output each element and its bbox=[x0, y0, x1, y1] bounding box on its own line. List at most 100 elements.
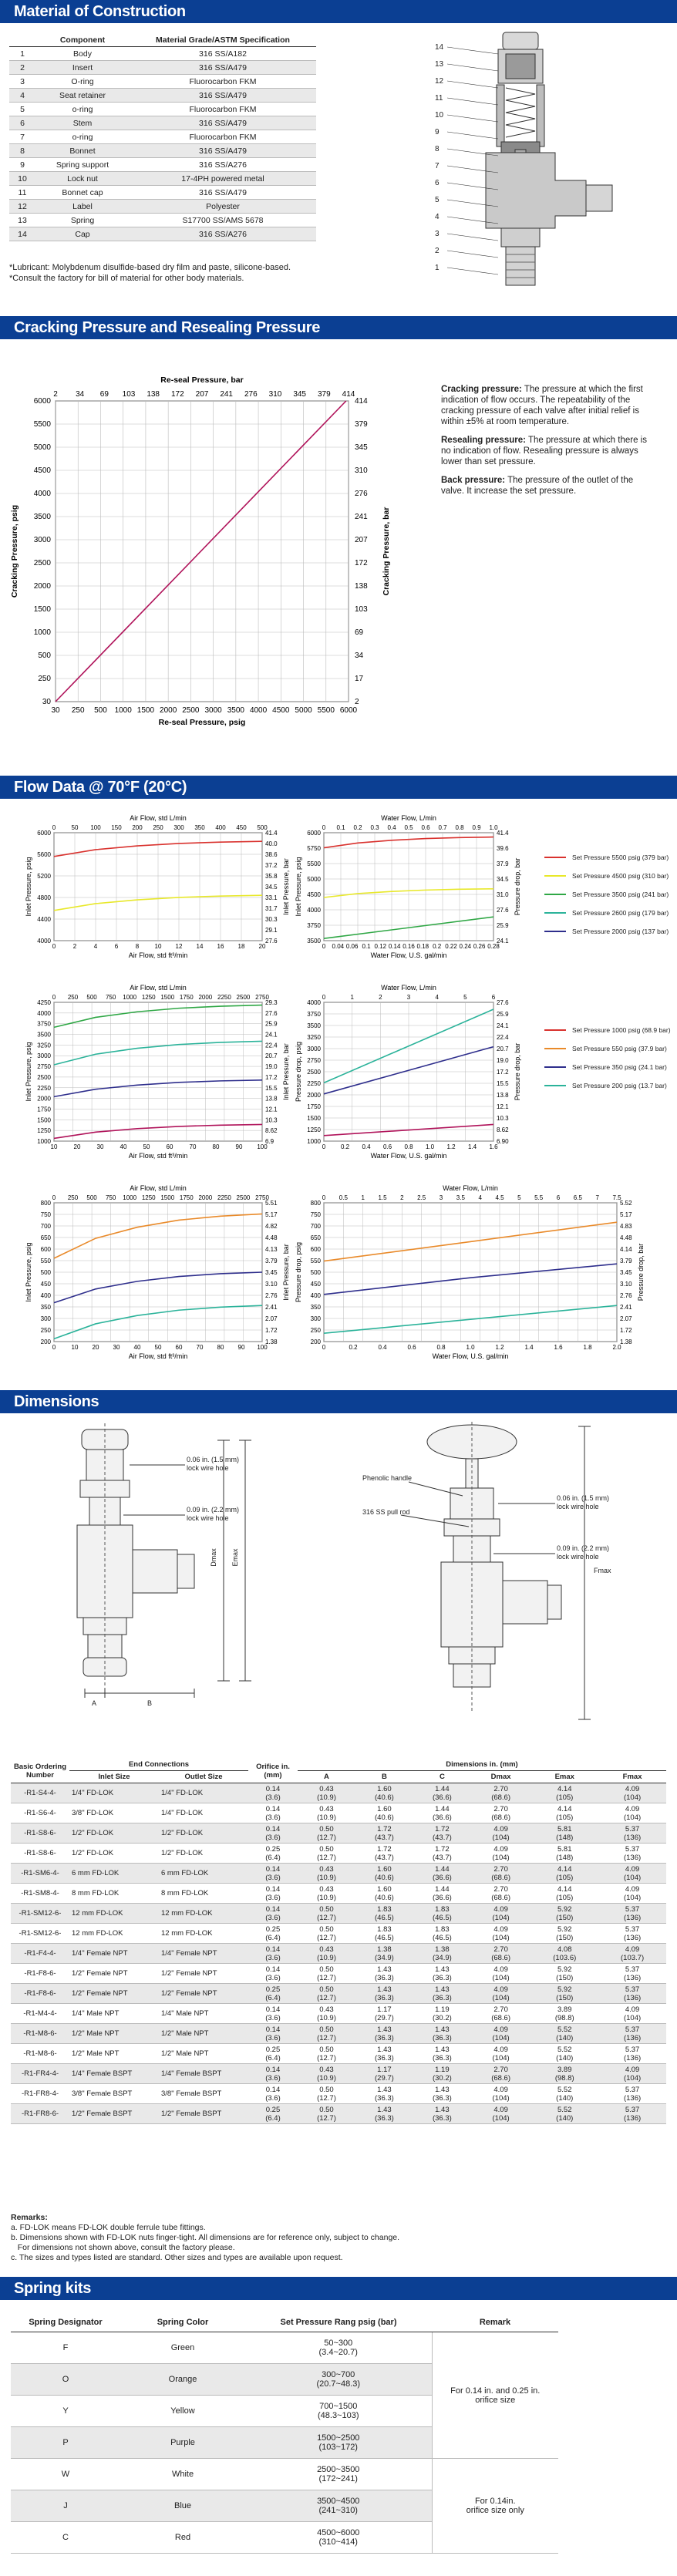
flow-y-tick: 1750 bbox=[307, 1103, 321, 1110]
flow-x-top-tick: 1000 bbox=[123, 1194, 136, 1201]
spring-header-remark: Remark bbox=[432, 2313, 558, 2332]
flow-chart-title: Air Flow, std L/min bbox=[130, 814, 187, 822]
dimension-cell: 2.70 (68.6) bbox=[470, 1863, 531, 1884]
dimension-cell: 2.70 (68.6) bbox=[470, 2003, 531, 2024]
material-row: 2 Insert 316 SS/A479 bbox=[9, 60, 316, 75]
dimension-cell: 4.09 (104) bbox=[598, 2003, 666, 2024]
dimension-cell: 1/2" Female NPT bbox=[69, 1983, 159, 2004]
remark-line: c. The sizes and types listed are standa… bbox=[11, 2253, 343, 2262]
crack-x2-tick: 276 bbox=[244, 390, 258, 399]
crack-y2-tick: 345 bbox=[355, 443, 368, 452]
crack-y2-tick: 69 bbox=[355, 628, 364, 637]
dimension-cell: 0.50 (12.7) bbox=[298, 1903, 355, 1924]
flow-x-top-tick: 250 bbox=[68, 994, 79, 1001]
crack-y-tick: 1500 bbox=[34, 605, 52, 614]
dimension-cell: 12 mm FD-LOK bbox=[159, 1923, 248, 1944]
dimension-cell: 4.09 (104) bbox=[470, 1823, 531, 1844]
material-cell-spec: 17-4PH powered metal bbox=[130, 171, 316, 186]
flow-y2-tick: 33.1 bbox=[265, 894, 278, 901]
flow-series-line bbox=[323, 1123, 494, 1136]
flow-y-tick: 650 bbox=[41, 1234, 52, 1241]
material-cell-comp: Label bbox=[35, 199, 130, 214]
callout-leader bbox=[446, 131, 499, 140]
flow-x-bottom-tick: 1.2 bbox=[495, 1344, 504, 1351]
legend-swatch bbox=[544, 1066, 566, 1068]
flow-x-top-tick: 300 bbox=[173, 824, 184, 831]
flow-x-top-tick: 2500 bbox=[237, 1194, 251, 1201]
legend-swatch bbox=[544, 1029, 566, 1031]
flow-x-top-tick: 4 bbox=[435, 994, 439, 1001]
material-row: 14 Cap 316 SS/A276 bbox=[9, 227, 316, 241]
callout-number: 4 bbox=[435, 213, 440, 221]
flow-x-top-tick: 3.5 bbox=[456, 1194, 466, 1201]
flow-y2-tick: 2.76 bbox=[620, 1292, 632, 1299]
dimension-row: -R1-FR8-6- 1/2" Female BSPT 1/2" Female BS… bbox=[11, 2103, 666, 2124]
flow-y2-tick: 2.07 bbox=[265, 1315, 278, 1322]
dimension-cell: 1.43 (36.3) bbox=[355, 2043, 413, 2064]
dimension-cell: 4.09 (104) bbox=[598, 1803, 666, 1823]
flow-chart-title: Water Flow, L/min bbox=[381, 814, 436, 822]
flow-y2-tick: 35.8 bbox=[265, 873, 278, 880]
dim-label-pullrod: 316 SS pull rod bbox=[362, 1508, 410, 1516]
crack-y-tick: 4000 bbox=[34, 490, 52, 498]
dimension-cell: 0.25 (6.4) bbox=[248, 1843, 298, 1864]
flow-y2-tick: 19.0 bbox=[497, 1057, 509, 1064]
crack-x2-tick: 172 bbox=[171, 390, 184, 399]
flow-y2-tick: 17.2 bbox=[265, 1074, 278, 1081]
material-cell-num: 5 bbox=[9, 102, 35, 116]
flow-y-tick: 3750 bbox=[37, 1021, 51, 1028]
dimension-cell: 5.37 (136) bbox=[598, 2083, 666, 2104]
dimension-cell: 1.43 (36.3) bbox=[355, 2103, 413, 2124]
flow-x-top-tick: 5.5 bbox=[534, 1194, 544, 1201]
dim-header-end: End Connections bbox=[69, 1759, 248, 1771]
flow-y2-tick: 25.9 bbox=[497, 922, 509, 929]
spring-cell: 50~300 (3.4~20.7) bbox=[245, 2332, 432, 2364]
dim-header-a: A bbox=[298, 1770, 355, 1783]
spring-cell: 1500~2500 (103~172) bbox=[245, 2426, 432, 2459]
callout-number: 1 bbox=[435, 264, 440, 272]
dimension-row: -R1-F8-6- 1/2" Female NPT 1/2" Female NPT 0… bbox=[11, 1963, 666, 1984]
dimension-cell: 4.09 (104) bbox=[470, 2083, 531, 2104]
material-row: 8 Bonnet 316 SS/A479 bbox=[9, 143, 316, 158]
flow-y-tick: 5000 bbox=[307, 876, 321, 883]
legend-label: Set Pressure 2600 psig (179 bar) bbox=[572, 909, 669, 917]
dim-label-lockwire: 0.06 in. (1.5 mm) lock wire hole bbox=[187, 1456, 239, 1472]
material-row: 10 Lock nut 17-4PH powered metal bbox=[9, 171, 316, 186]
section-cracking-banner: Cracking Pressure and Resealing Pressure bbox=[0, 316, 677, 339]
dimension-cell: 1.43 (36.3) bbox=[413, 2083, 471, 2104]
dimension-cell: 0.25 (6.4) bbox=[248, 1923, 298, 1944]
dimension-cell: -R1-M8-6- bbox=[11, 2043, 69, 2064]
callout-leader bbox=[446, 165, 499, 173]
dimension-cell: 1/2" Female BSPT bbox=[69, 2103, 159, 2124]
flow-y-tick: 700 bbox=[311, 1223, 322, 1230]
crack-y2-tick: 241 bbox=[355, 513, 368, 521]
callout-number: 9 bbox=[435, 128, 440, 136]
flow-y-tick: 5500 bbox=[307, 860, 321, 867]
dimension-cell: 0.14 (3.6) bbox=[248, 1883, 298, 1904]
dimension-cell: 1.38 (34.9) bbox=[355, 1943, 413, 1964]
flow-x-bottom-tick: 20 bbox=[74, 1143, 81, 1150]
legend-swatch bbox=[544, 1048, 566, 1049]
dimension-cell: 5.81 (148) bbox=[530, 1823, 599, 1844]
flow-series-line bbox=[323, 1305, 618, 1334]
flow-series-line bbox=[53, 1004, 263, 1029]
flow-x-bottom-tick: 90 bbox=[238, 1344, 245, 1351]
flow-y2label: Pressure drop, bar bbox=[514, 858, 521, 916]
flow-x-top-tick: 7.5 bbox=[612, 1194, 621, 1201]
flow-y-tick: 1500 bbox=[307, 1115, 321, 1122]
flow-x-bottom-tick: 0.8 bbox=[404, 1143, 413, 1150]
flow-x-bottom-tick: 1.4 bbox=[468, 1143, 477, 1150]
crack-x2-tick: 103 bbox=[123, 390, 136, 399]
legend-label: Set Pressure 350 psig (24.1 bar) bbox=[572, 1063, 667, 1071]
dimension-cell: 3/8" Female BSPT bbox=[159, 2083, 248, 2104]
flow-series-line bbox=[53, 1040, 263, 1066]
dimension-cell: 4.14 (105) bbox=[530, 1783, 599, 1803]
dimension-row: -R1-S8-6- 1/2" FD-LOK 1/2" FD-LOK 0.25 (6.4)… bbox=[11, 1843, 666, 1864]
flow-x-bottom-tick: 0.28 bbox=[487, 943, 500, 950]
dim-label-emax: Emax bbox=[231, 1548, 239, 1567]
flow-x-top-tick: 2.5 bbox=[417, 1194, 426, 1201]
dimension-row: -R1-S8-6- 1/2" FD-LOK 1/2" FD-LOK 0.14 (3.6)… bbox=[11, 1823, 666, 1844]
crack-y2-tick: 138 bbox=[355, 582, 368, 591]
flow-x-top-tick: 750 bbox=[106, 1194, 116, 1201]
dimension-cell: -R1-FR8-6- bbox=[11, 2103, 69, 2124]
